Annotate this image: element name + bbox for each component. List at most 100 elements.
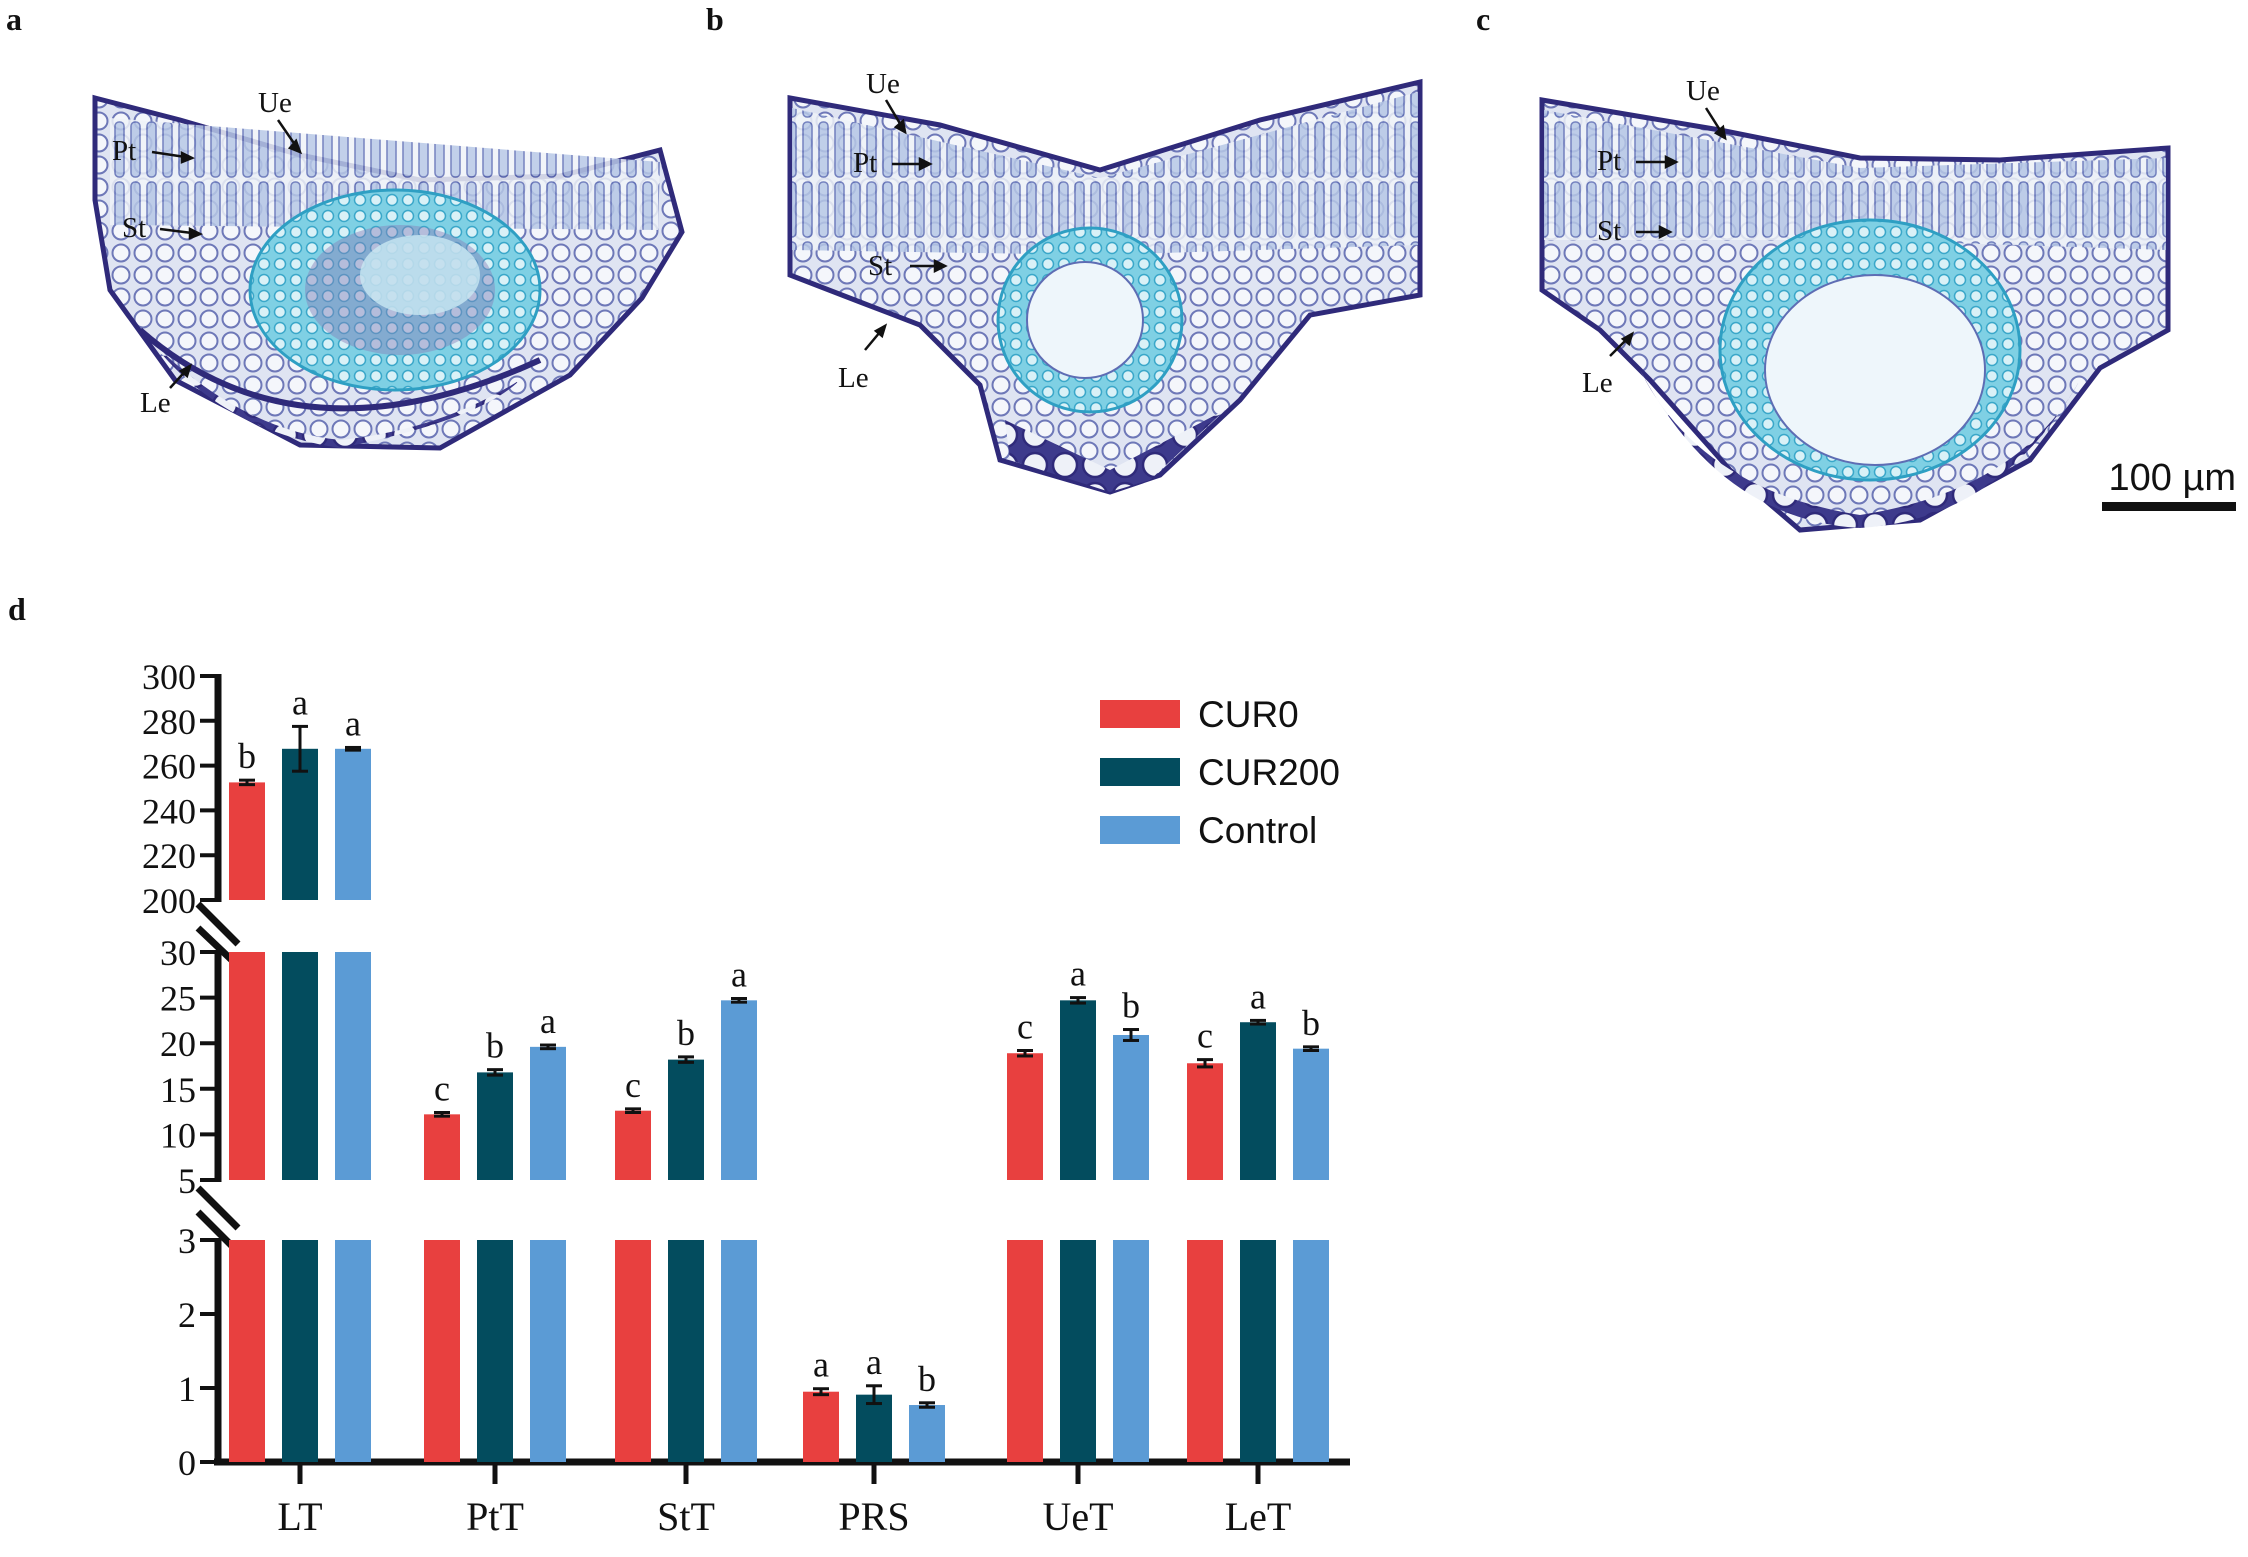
panel-c-ann-le: Le [1582, 367, 1613, 399]
x-tick-label-prs: PRS [838, 1494, 909, 1539]
bar-cur0-uet [1007, 1053, 1043, 1180]
significance-letter: b [1122, 986, 1140, 1026]
y-tick-label: 3 [178, 1221, 196, 1261]
bar-cur200-ptt [477, 1072, 513, 1180]
scale-bar-line [2102, 502, 2236, 511]
bar-cur0-ptt [424, 1114, 460, 1180]
panel-c-ann-ue: Ue [1686, 75, 1720, 107]
significance-letter: b [677, 1013, 695, 1053]
legend-label-cur0: CUR0 [1198, 694, 1299, 735]
significance-letter: b [238, 736, 256, 776]
y-tick-label: 280 [142, 702, 196, 742]
significance-letter: a [345, 703, 361, 743]
bar-cur200-uet [1060, 1240, 1096, 1462]
bar-control-uet [1113, 1034, 1149, 1180]
significance-letter: c [434, 1069, 450, 1109]
significance-letter: c [1197, 1016, 1213, 1056]
y-tick-label: 1 [178, 1369, 196, 1409]
significance-letter: c [1017, 1006, 1033, 1046]
bar-cur200-prs [856, 1394, 892, 1462]
y-tick-label: 25 [160, 979, 196, 1019]
significance-letter: b [486, 1026, 504, 1066]
bar-cur200-uet [1060, 1000, 1096, 1180]
legend-label-cur200: CUR200 [1198, 752, 1340, 793]
panel-a-ann-ue: Ue [258, 87, 292, 119]
significance-letter: a [731, 955, 747, 995]
panel-c-label: c [1476, 1, 1490, 37]
y-tick-label: 260 [142, 747, 196, 787]
bar-control-let [1293, 1048, 1329, 1180]
chart-legend: CUR0 CUR200 Control [1100, 694, 1340, 851]
x-tick-label-lt: LT [277, 1494, 322, 1539]
x-tick-label-let: LeT [1225, 1494, 1292, 1539]
bar-cur200-lt [282, 1240, 318, 1462]
bar-cur0-prs [803, 1391, 839, 1462]
bar-cur0-lt [229, 782, 265, 900]
panel-b-label: b [706, 1, 724, 37]
significance-letter: b [1302, 1003, 1320, 1043]
bar-cur0-ptt [424, 1240, 460, 1462]
x-tick-label-uet: UeT [1042, 1494, 1113, 1539]
panel-c-micrograph [1539, 97, 2171, 533]
bar-cur200-stt [668, 1059, 704, 1180]
axis-break-mark [195, 1185, 241, 1231]
bar-cur0-lt [229, 1240, 265, 1462]
y-tick-label: 0 [178, 1443, 196, 1483]
bar-cur0-stt [615, 1110, 651, 1180]
bar-cur200-let [1240, 1022, 1276, 1180]
significance-letter: b [918, 1359, 936, 1399]
legend-swatch-cur200 [1100, 758, 1180, 786]
scale-bar: 100 µm [2102, 457, 2236, 511]
scale-bar-label: 100 µm [2108, 457, 2236, 499]
panel-c-ann-st: St [1597, 215, 1621, 247]
bar-cur0-lt [229, 952, 265, 1180]
bar-cur0-let [1187, 1063, 1223, 1180]
axis-break-mark [195, 901, 241, 947]
y-tick-label: 10 [160, 1115, 196, 1155]
panel-b-ann-ue: Ue [866, 68, 900, 100]
panel-b: b Ue Pt St Le [706, 1, 1423, 495]
bar-control-ptt [530, 1046, 566, 1180]
bar-cur0-stt [615, 1240, 651, 1462]
bar-control-uet [1113, 1240, 1149, 1462]
y-tick-label: 240 [142, 791, 196, 831]
panel-b-ann-pt: Pt [853, 147, 877, 179]
panel-a-micrograph [92, 94, 685, 451]
x-tick-label-ptt: PtT [466, 1494, 524, 1539]
y-tick-label: 2 [178, 1295, 196, 1335]
bar-control-stt [721, 1240, 757, 1462]
legend-swatch-cur0 [1100, 700, 1180, 728]
bar-control-lt [335, 952, 371, 1180]
panel-d-label: d [8, 591, 26, 627]
y-tick-label: 30 [160, 933, 196, 973]
legend-label-control: Control [1198, 810, 1317, 851]
bar-control-let [1293, 1240, 1329, 1462]
significance-letter: a [866, 1342, 882, 1382]
y-tick-label: 20 [160, 1024, 196, 1064]
y-tick-label: 15 [160, 1070, 196, 1110]
panel-a-ann-le: Le [140, 387, 171, 419]
panel-b-micrograph [787, 78, 1423, 495]
bar-cur0-uet [1007, 1240, 1043, 1462]
bar-cur0-let [1187, 1240, 1223, 1462]
y-tick-label: 300 [142, 657, 196, 697]
panel-c-ann-pt: Pt [1597, 145, 1621, 177]
panel-a-label: a [6, 1, 22, 37]
significance-letter: a [1250, 976, 1266, 1016]
bar-cur200-lt [282, 952, 318, 1180]
bar-control-lt [335, 1240, 371, 1462]
bar-cur200-let [1240, 1240, 1276, 1462]
bar-control-lt [335, 748, 371, 900]
significance-letter: a [1070, 954, 1086, 994]
significance-letter: a [813, 1345, 829, 1385]
bar-cur200-stt [668, 1240, 704, 1462]
panel-a-ann-st: St [122, 212, 146, 244]
bar-cur200-lt [282, 748, 318, 900]
y-tick-label: 5 [178, 1161, 196, 1201]
panel-c: c Ue Pt St Le 100 µm [1476, 1, 2236, 533]
bar-control-prs [909, 1405, 945, 1462]
significance-letter: a [540, 1001, 556, 1041]
x-tick-label-stt: StT [657, 1494, 715, 1539]
